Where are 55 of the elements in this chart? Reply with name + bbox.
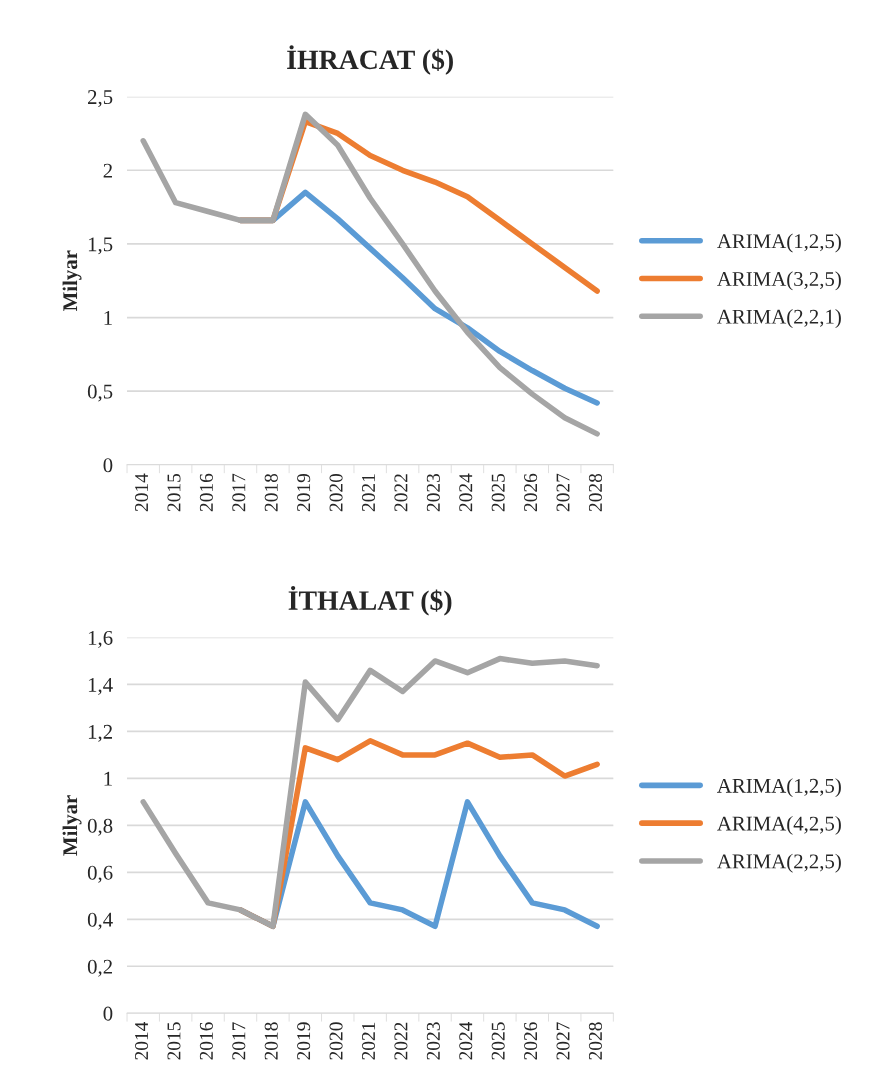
y-tick-label: 2 bbox=[103, 163, 112, 178]
y-tick-label: 0 bbox=[103, 458, 113, 473]
x-tick-label: 2028 bbox=[588, 1022, 603, 1060]
x-tick-label: 2021 bbox=[361, 474, 376, 512]
x-tick-label: 2017 bbox=[232, 1022, 246, 1060]
y-tick-label: 1 bbox=[104, 311, 112, 325]
legend-label: ARIMA(2,2,1) bbox=[717, 309, 841, 329]
x-tick-label: 2022 bbox=[394, 1022, 408, 1060]
x-tick-label: 2025 bbox=[491, 1022, 505, 1060]
legend-label: ARIMA(1,2,5) bbox=[717, 778, 841, 798]
y-axis-title: Milyar bbox=[62, 250, 82, 312]
x-tick-label: 2017 bbox=[232, 473, 246, 512]
legend-label: ARIMA(4,2,5) bbox=[717, 815, 841, 835]
x-tick-label: 2018 bbox=[264, 1022, 278, 1060]
y-tick-label: 1 bbox=[104, 771, 112, 786]
y-tick-label: 0,2 bbox=[87, 959, 112, 977]
x-tick-label: 2020 bbox=[329, 473, 343, 512]
y-tick-label: 1,6 bbox=[88, 630, 113, 648]
y-tick-label: 0,5 bbox=[87, 384, 113, 402]
legend-label: ARIMA(1,2,5) bbox=[717, 233, 841, 253]
x-tick-label: 2014 bbox=[134, 1021, 149, 1060]
x-tick-label: 2019 bbox=[297, 473, 311, 512]
y-tick-label: 0 bbox=[103, 1006, 113, 1021]
y-tick-label: 2,5 bbox=[88, 90, 113, 108]
x-tick-label: 2024 bbox=[459, 473, 473, 512]
x-tick-label: 2021 bbox=[361, 1022, 376, 1060]
y-tick-label: 1,2 bbox=[88, 724, 112, 742]
y-tick-label: 1,4 bbox=[88, 677, 113, 695]
x-tick-label: 2028 bbox=[588, 473, 603, 512]
y-axis-title: Milyar bbox=[62, 795, 82, 856]
x-tick-label: 2027 bbox=[556, 473, 570, 512]
x-tick-label: 2015 bbox=[167, 473, 181, 512]
x-tick-label: 2024 bbox=[459, 1021, 473, 1060]
x-tick-label: 2026 bbox=[524, 1022, 538, 1060]
x-tick-label: 2023 bbox=[426, 1022, 440, 1060]
x-tick-label: 2022 bbox=[394, 474, 408, 512]
legend-label: ARIMA(2,2,5) bbox=[717, 853, 841, 873]
y-tick-label: 0,8 bbox=[87, 818, 113, 836]
legend-label: ARIMA(3,2,5) bbox=[717, 271, 841, 291]
y-tick-label: 0,4 bbox=[87, 912, 113, 930]
x-tick-label: 2026 bbox=[524, 473, 538, 512]
x-tick-label: 2025 bbox=[491, 473, 505, 512]
x-tick-label: 2018 bbox=[264, 473, 278, 512]
x-tick-label: 2019 bbox=[297, 1022, 311, 1060]
x-tick-label: 2016 bbox=[199, 473, 213, 512]
x-tick-label: 2027 bbox=[556, 1022, 570, 1060]
x-tick-label: 2015 bbox=[167, 1022, 181, 1060]
x-tick-label: 2016 bbox=[199, 1022, 213, 1060]
y-tick-label: 0,6 bbox=[87, 865, 113, 883]
x-tick-label: 2014 bbox=[134, 473, 149, 512]
x-tick-label: 2020 bbox=[329, 1022, 343, 1060]
x-tick-label: 2023 bbox=[426, 473, 440, 512]
chart-title: İHRACAT ($) bbox=[287, 45, 453, 75]
y-tick-label: 1,5 bbox=[88, 237, 113, 255]
chart-title: İTHALAT ($) bbox=[288, 585, 452, 616]
